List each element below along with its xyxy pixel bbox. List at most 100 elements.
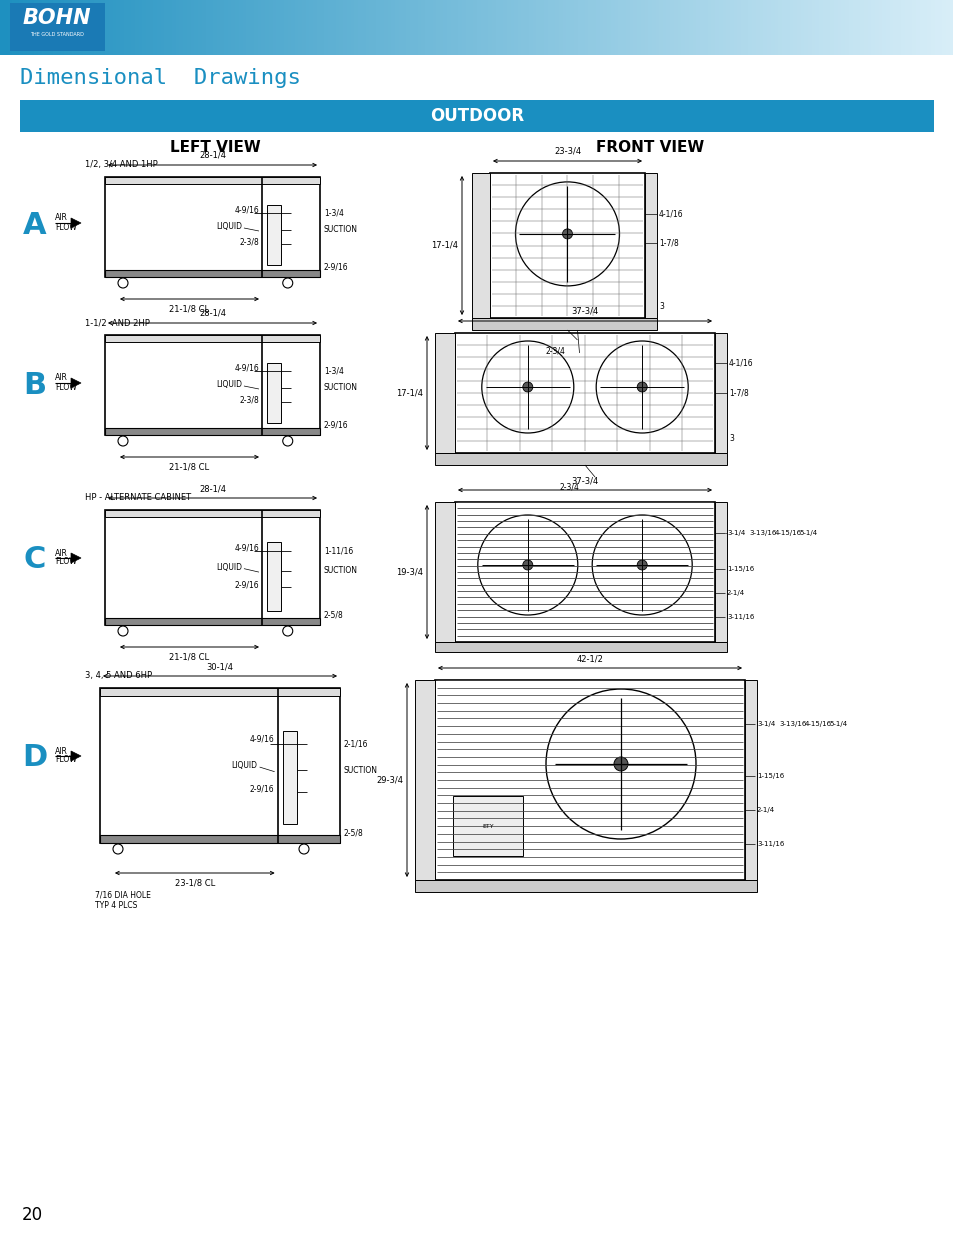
Bar [744, 680, 757, 881]
Text: 28-1/4: 28-1/4 [199, 151, 226, 161]
Bar [435, 333, 455, 453]
Text: 1-3/4: 1-3/4 [324, 367, 343, 375]
Text: 3: 3 [728, 433, 733, 443]
Circle shape [112, 844, 123, 853]
Text: FLOW: FLOW [55, 557, 76, 567]
Text: AIR: AIR [55, 746, 68, 756]
Text: 28-1/4: 28-1/4 [199, 484, 226, 493]
Circle shape [614, 757, 627, 771]
Bar [267, 205, 280, 266]
Text: 5-1/4: 5-1/4 [799, 530, 817, 536]
Text: AIR: AIR [55, 548, 68, 557]
Polygon shape [71, 378, 81, 388]
Bar [714, 333, 726, 453]
Text: 42-1/2: 42-1/2 [576, 655, 603, 663]
Bar [472, 317, 657, 330]
Text: 4-9/16: 4-9/16 [250, 735, 274, 743]
Bar [105, 429, 319, 435]
Bar [20, 100, 933, 132]
Text: FRONT VIEW: FRONT VIEW [596, 141, 703, 156]
Text: 2-9/16: 2-9/16 [250, 784, 274, 793]
Bar [100, 688, 339, 697]
Bar [644, 173, 657, 317]
Circle shape [637, 559, 646, 571]
Text: 2-9/16: 2-9/16 [324, 263, 348, 272]
Text: 5-1/4: 5-1/4 [828, 721, 846, 727]
Polygon shape [71, 553, 81, 563]
Text: 4-9/16: 4-9/16 [233, 543, 258, 552]
Text: SUCTION: SUCTION [324, 567, 357, 576]
Text: THE GOLD STANDARD: THE GOLD STANDARD [30, 32, 84, 37]
Text: 23-3/4: 23-3/4 [554, 147, 580, 156]
Text: 4-9/16: 4-9/16 [233, 205, 258, 215]
Bar [455, 333, 714, 453]
Text: LEFT VIEW: LEFT VIEW [170, 141, 260, 156]
Bar [282, 731, 296, 825]
Circle shape [282, 626, 293, 636]
Text: AIR: AIR [55, 373, 68, 383]
Text: C: C [24, 546, 46, 574]
Text: 1-3/4: 1-3/4 [324, 209, 343, 217]
Bar [435, 453, 726, 466]
Text: 1-7/8: 1-7/8 [659, 238, 678, 247]
Text: LIQUID: LIQUID [215, 222, 242, 231]
Bar [453, 797, 522, 856]
Text: 19-3/4: 19-3/4 [395, 568, 422, 577]
Text: 30-1/4: 30-1/4 [206, 662, 233, 671]
Bar [100, 835, 339, 844]
Text: 1-7/8: 1-7/8 [728, 389, 748, 398]
Bar [105, 270, 319, 277]
Text: ETY: ETY [481, 824, 494, 829]
Bar [100, 688, 339, 844]
Bar [105, 618, 319, 625]
Text: 3-13/16: 3-13/16 [748, 530, 776, 536]
Circle shape [118, 436, 128, 446]
Text: 1-11/16: 1-11/16 [324, 547, 353, 556]
Bar [415, 881, 757, 892]
Circle shape [282, 278, 293, 288]
Circle shape [637, 382, 646, 391]
Text: 2-3/4: 2-3/4 [559, 483, 579, 492]
Text: 4-15/16: 4-15/16 [804, 721, 831, 727]
Text: SUCTION: SUCTION [344, 766, 377, 774]
Bar [105, 177, 319, 277]
Circle shape [298, 844, 309, 853]
Circle shape [562, 228, 572, 238]
Text: 3: 3 [659, 301, 663, 311]
Bar [267, 542, 280, 611]
Polygon shape [71, 219, 81, 228]
Text: 3-1/4: 3-1/4 [757, 721, 775, 727]
Text: LIQUID: LIQUID [215, 563, 242, 572]
Text: 37-3/4: 37-3/4 [571, 308, 598, 316]
Text: 3-13/16: 3-13/16 [779, 721, 805, 727]
Text: HP - ALTERNATE CABINET: HP - ALTERNATE CABINET [85, 493, 191, 501]
Text: 4-9/16: 4-9/16 [233, 363, 258, 373]
Bar [267, 363, 280, 424]
Bar [415, 680, 435, 881]
Text: 3-11/16: 3-11/16 [726, 614, 754, 620]
Bar [455, 501, 714, 642]
Circle shape [118, 626, 128, 636]
Text: 17-1/4: 17-1/4 [431, 241, 457, 249]
Text: AIR: AIR [55, 214, 68, 222]
Text: 21-1/8 CL: 21-1/8 CL [170, 652, 210, 661]
Bar [714, 501, 726, 642]
Text: D: D [22, 743, 48, 773]
Text: TYP 4 PLCS: TYP 4 PLCS [95, 902, 137, 910]
Text: SUCTION: SUCTION [324, 384, 357, 393]
Text: 21-1/8 CL: 21-1/8 CL [170, 304, 210, 312]
Text: 37-3/4: 37-3/4 [571, 475, 598, 485]
Bar [105, 335, 319, 342]
Text: A: A [23, 210, 47, 240]
Text: 3, 4, 5 AND 6HP: 3, 4, 5 AND 6HP [85, 671, 152, 680]
Text: OUTDOOR: OUTDOOR [430, 107, 523, 125]
Bar [105, 510, 319, 625]
Polygon shape [71, 751, 81, 761]
Text: 3-11/16: 3-11/16 [757, 841, 783, 847]
Text: 1/2, 3/4 AND 1HP: 1/2, 3/4 AND 1HP [85, 161, 157, 169]
Text: 4-1/16: 4-1/16 [728, 358, 753, 368]
Text: 7/16 DIA HOLE: 7/16 DIA HOLE [95, 890, 151, 900]
Bar [435, 680, 744, 881]
Bar [435, 501, 455, 642]
Bar [435, 642, 726, 652]
